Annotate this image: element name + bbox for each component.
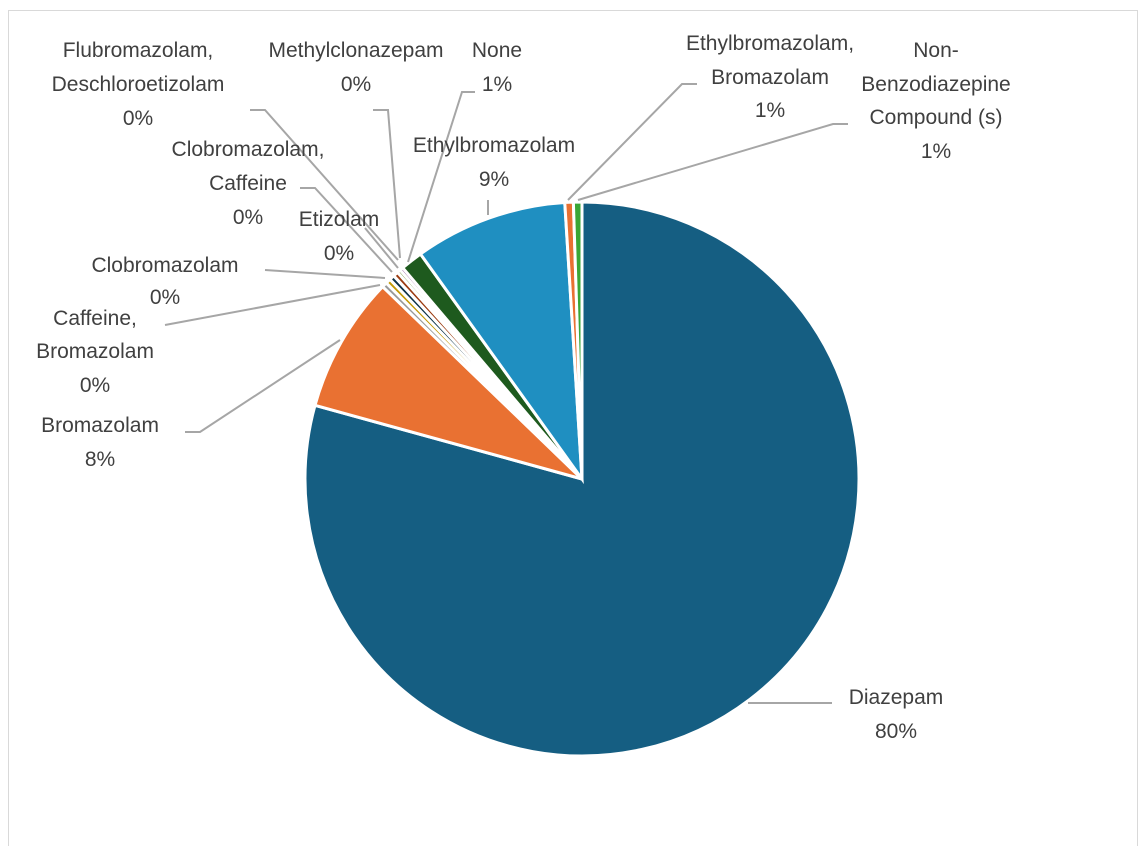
leader-flubromazolam xyxy=(250,109,399,261)
label-bromazolam-name: Bromazolam xyxy=(41,414,159,437)
label-methylclonazepam-pct: 0% xyxy=(341,73,371,96)
label-diazepam-name: Diazepam xyxy=(849,686,944,709)
label-ethylbromazolam-bromazolam: Ethylbromazolam, Bromazolam 1% xyxy=(686,32,854,122)
label-caffeine-bromazolam-pct: 0% xyxy=(80,374,110,397)
label-ethylbromazolam: Ethylbromazolam 9% xyxy=(413,134,575,191)
label-clobromazolam-caffeine: Clobromazolam, Caffeine 0% xyxy=(172,138,325,229)
label-clobromazolam-name: Clobromazolam xyxy=(91,254,238,277)
label-caffeine-bromazolam: Caffeine, Bromazolam 0% xyxy=(36,307,154,397)
label-flubromazolam-line1: Flubromazolam, xyxy=(63,39,214,62)
label-methylclonazepam: Methylclonazepam 0% xyxy=(268,39,443,96)
pie-slice-bromazolam xyxy=(313,284,584,481)
leader-caffeine-bromazolam xyxy=(164,284,381,326)
leader-etizolam xyxy=(364,227,399,269)
leader-clobromazolam xyxy=(264,269,386,279)
label-caffeine-bromazolam-line2: Bromazolam xyxy=(36,340,154,363)
pie-slice-ethylbromazolam xyxy=(418,200,584,485)
label-clobromazolam-pct: 0% xyxy=(150,286,180,309)
label-non-benzodiazepine-line2: Benzodiazepine xyxy=(861,73,1010,96)
label-diazepam-pct: 80% xyxy=(875,720,917,743)
label-non-benzodiazepine: Non- Benzodiazepine Compound (s) 1% xyxy=(861,39,1010,163)
label-none-pct: 1% xyxy=(482,73,512,96)
label-ethylbromazolam-name: Ethylbromazolam xyxy=(413,134,575,157)
label-none-name: None xyxy=(472,39,522,62)
leader-none xyxy=(407,91,475,263)
leader-methylclonazepam xyxy=(373,109,401,259)
label-bromazolam: Bromazolam 8% xyxy=(41,414,159,471)
label-flubromazolam-deschloroetizolam: Flubromazolam, Deschloroetizolam 0% xyxy=(52,39,225,130)
label-diazepam: Diazepam 80% xyxy=(849,686,944,743)
label-flubromazolam-pct: 0% xyxy=(123,107,153,130)
label-etizolam: Etizolam 0% xyxy=(299,208,380,265)
label-etizolam-name: Etizolam xyxy=(299,208,380,231)
label-clobromazolam-caffeine-line2: Caffeine xyxy=(209,172,287,195)
leader-ethylbromazolam-bromazolam xyxy=(567,83,697,201)
leader-clobromazolam-caffeine xyxy=(300,187,393,273)
label-clobromazolam-caffeine-pct: 0% xyxy=(233,206,263,229)
leader-non-benzodiazepine xyxy=(577,123,848,201)
label-bromazolam-pct: 8% xyxy=(85,448,115,471)
label-non-benzodiazepine-line3: Compound (s) xyxy=(869,106,1002,129)
label-non-benzodiazepine-pct: 1% xyxy=(921,140,951,163)
leader-lines xyxy=(164,83,848,704)
label-clobromazolam-caffeine-line1: Clobromazolam, xyxy=(172,138,325,161)
label-ethylbromazolam-bromazolam-line1: Ethylbromazolam, xyxy=(686,32,854,55)
label-etizolam-pct: 0% xyxy=(324,242,354,265)
label-non-benzodiazepine-line1: Non- xyxy=(913,39,959,62)
label-ethylbromazolam-pct: 9% xyxy=(479,168,509,191)
label-caffeine-bromazolam-line1: Caffeine, xyxy=(53,307,137,330)
label-flubromazolam-line2: Deschloroetizolam xyxy=(52,73,225,96)
label-ethylbromazolam-bromazolam-pct: 1% xyxy=(755,99,785,122)
pie-slices xyxy=(303,200,861,758)
leader-bromazolam xyxy=(185,339,341,433)
label-none: None 1% xyxy=(472,39,522,96)
label-clobromazolam: Clobromazolam 0% xyxy=(91,254,238,309)
pie-slice-non-benzodiazepine-compound-s xyxy=(571,200,584,480)
label-methylclonazepam-name: Methylclonazepam xyxy=(268,39,443,62)
label-ethylbromazolam-bromazolam-line2: Bromazolam xyxy=(711,66,829,89)
